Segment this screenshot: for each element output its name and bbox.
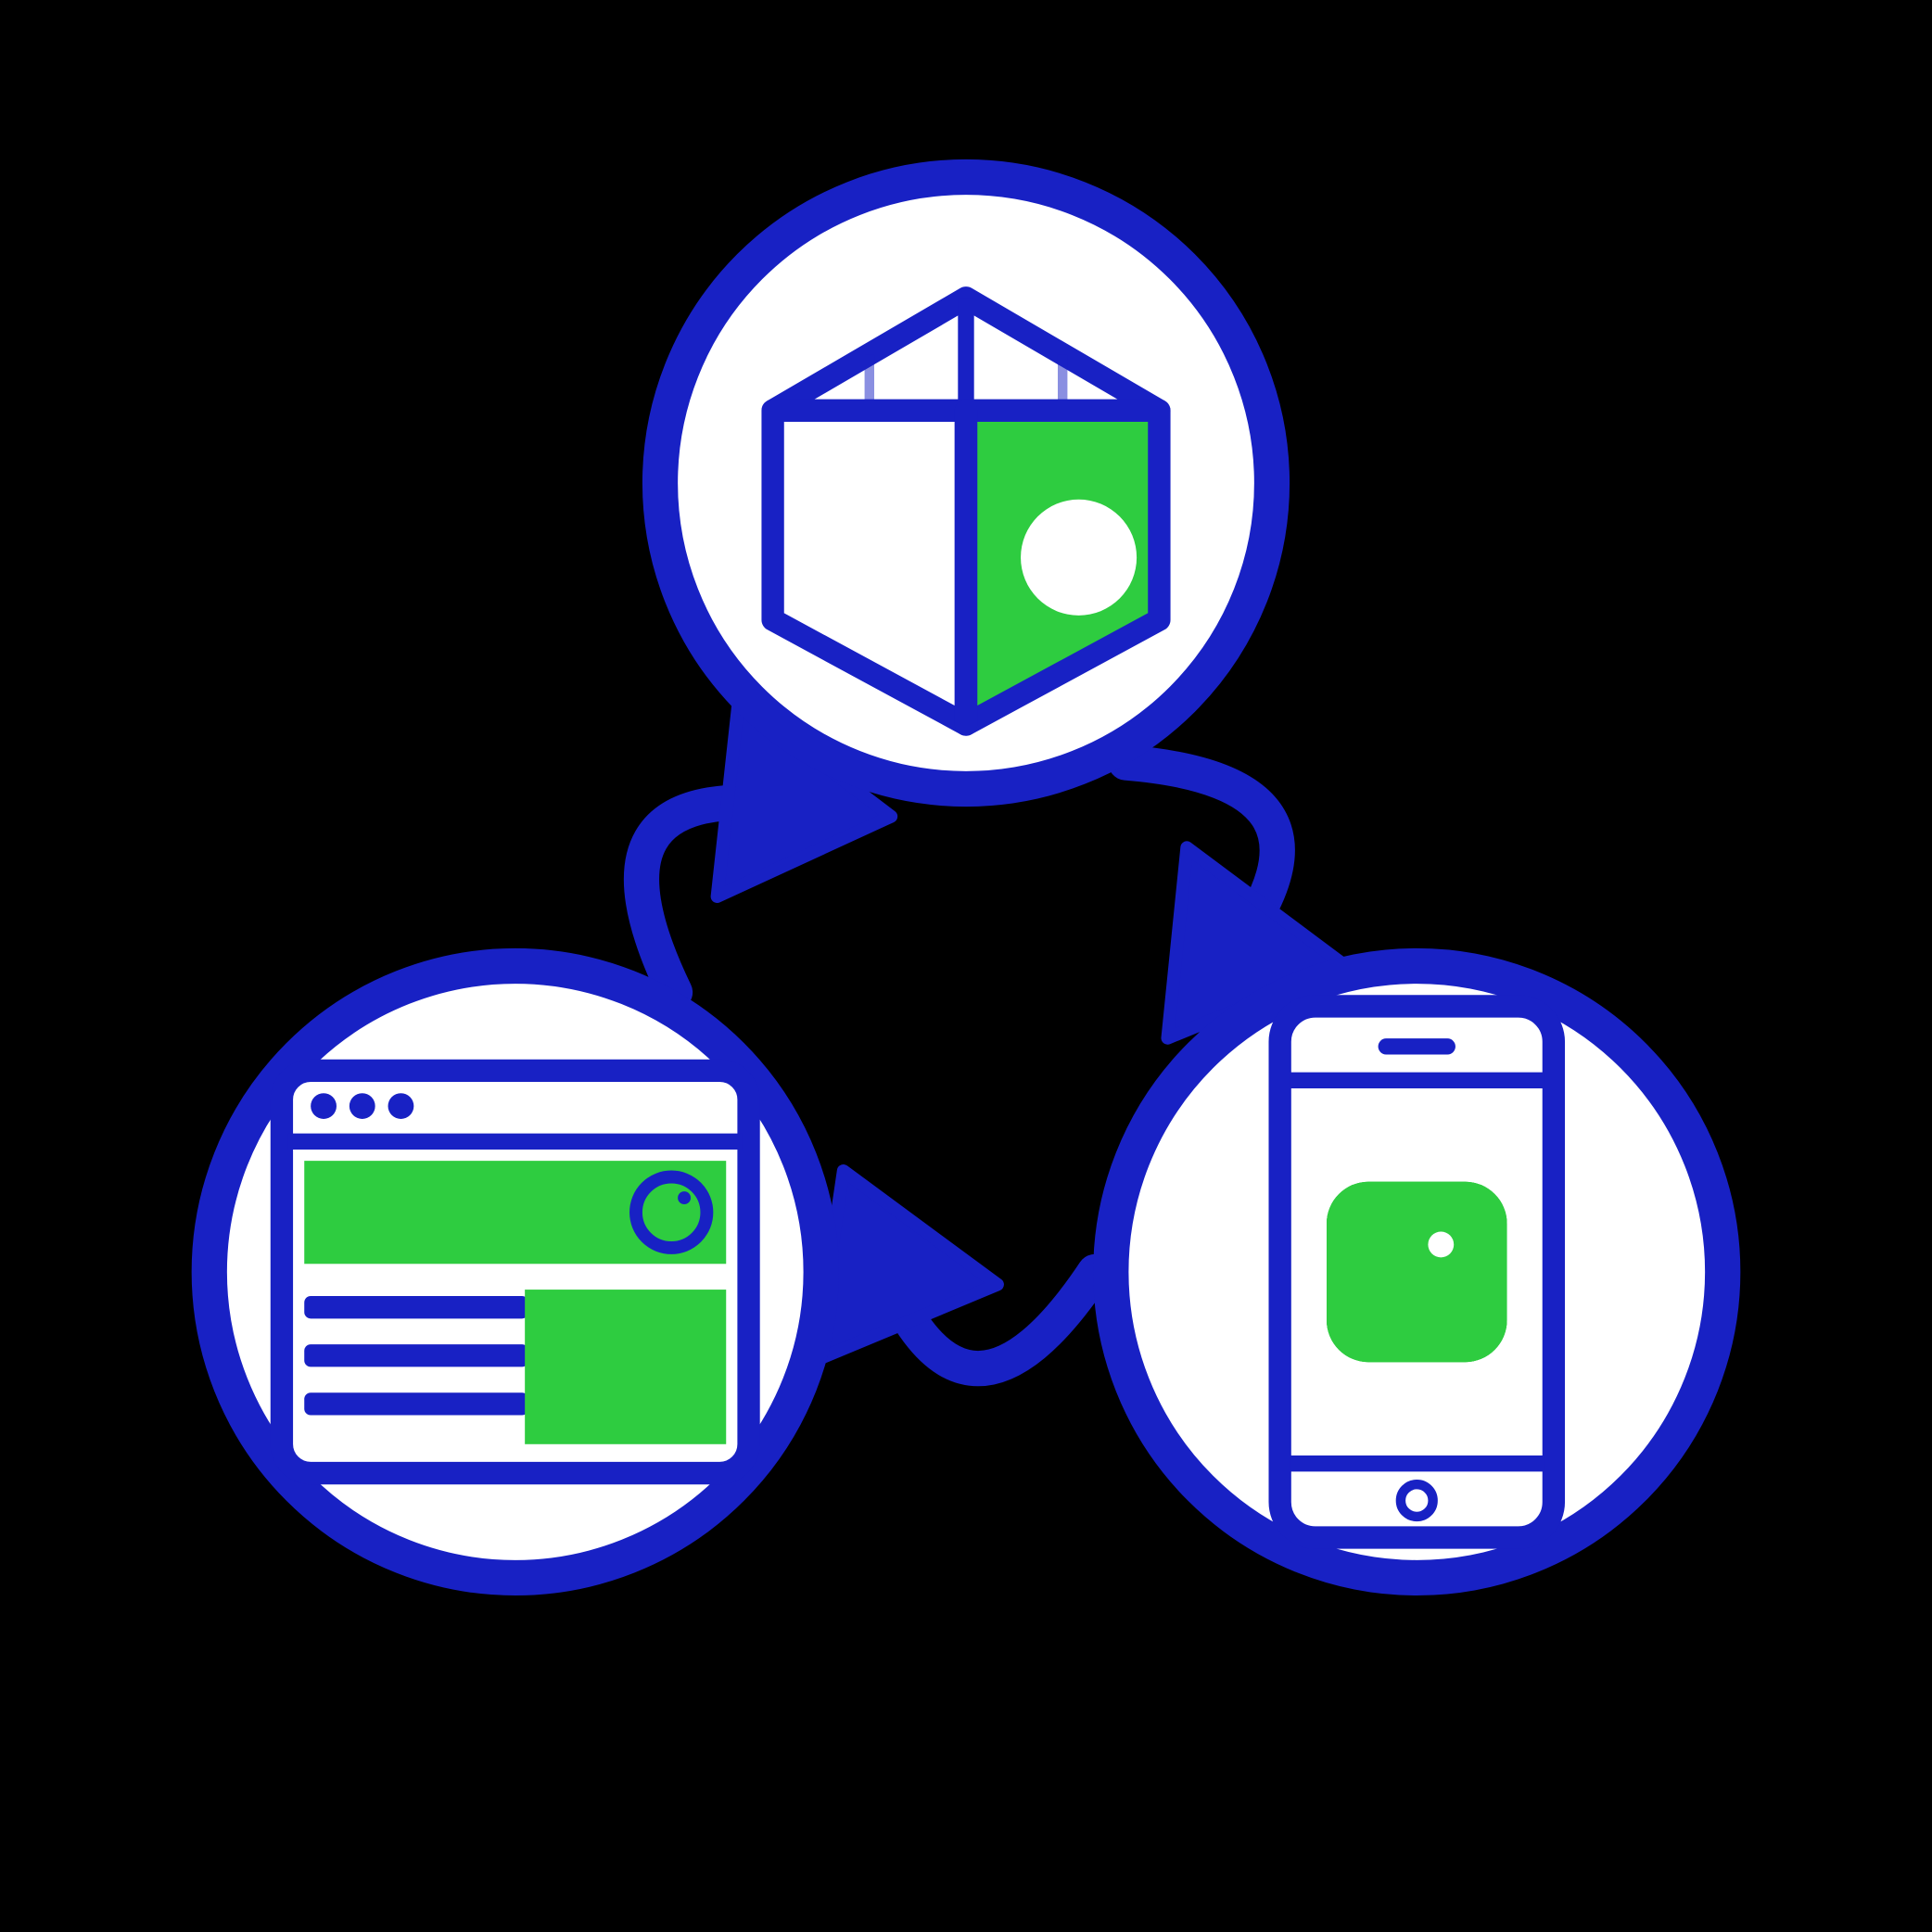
node-website xyxy=(210,966,821,1578)
node-mobile xyxy=(1111,966,1722,1578)
browser-icon xyxy=(282,1071,749,1473)
phone-icon xyxy=(1280,1006,1554,1537)
node-package xyxy=(660,177,1272,789)
cycle-diagram xyxy=(0,0,1932,1932)
